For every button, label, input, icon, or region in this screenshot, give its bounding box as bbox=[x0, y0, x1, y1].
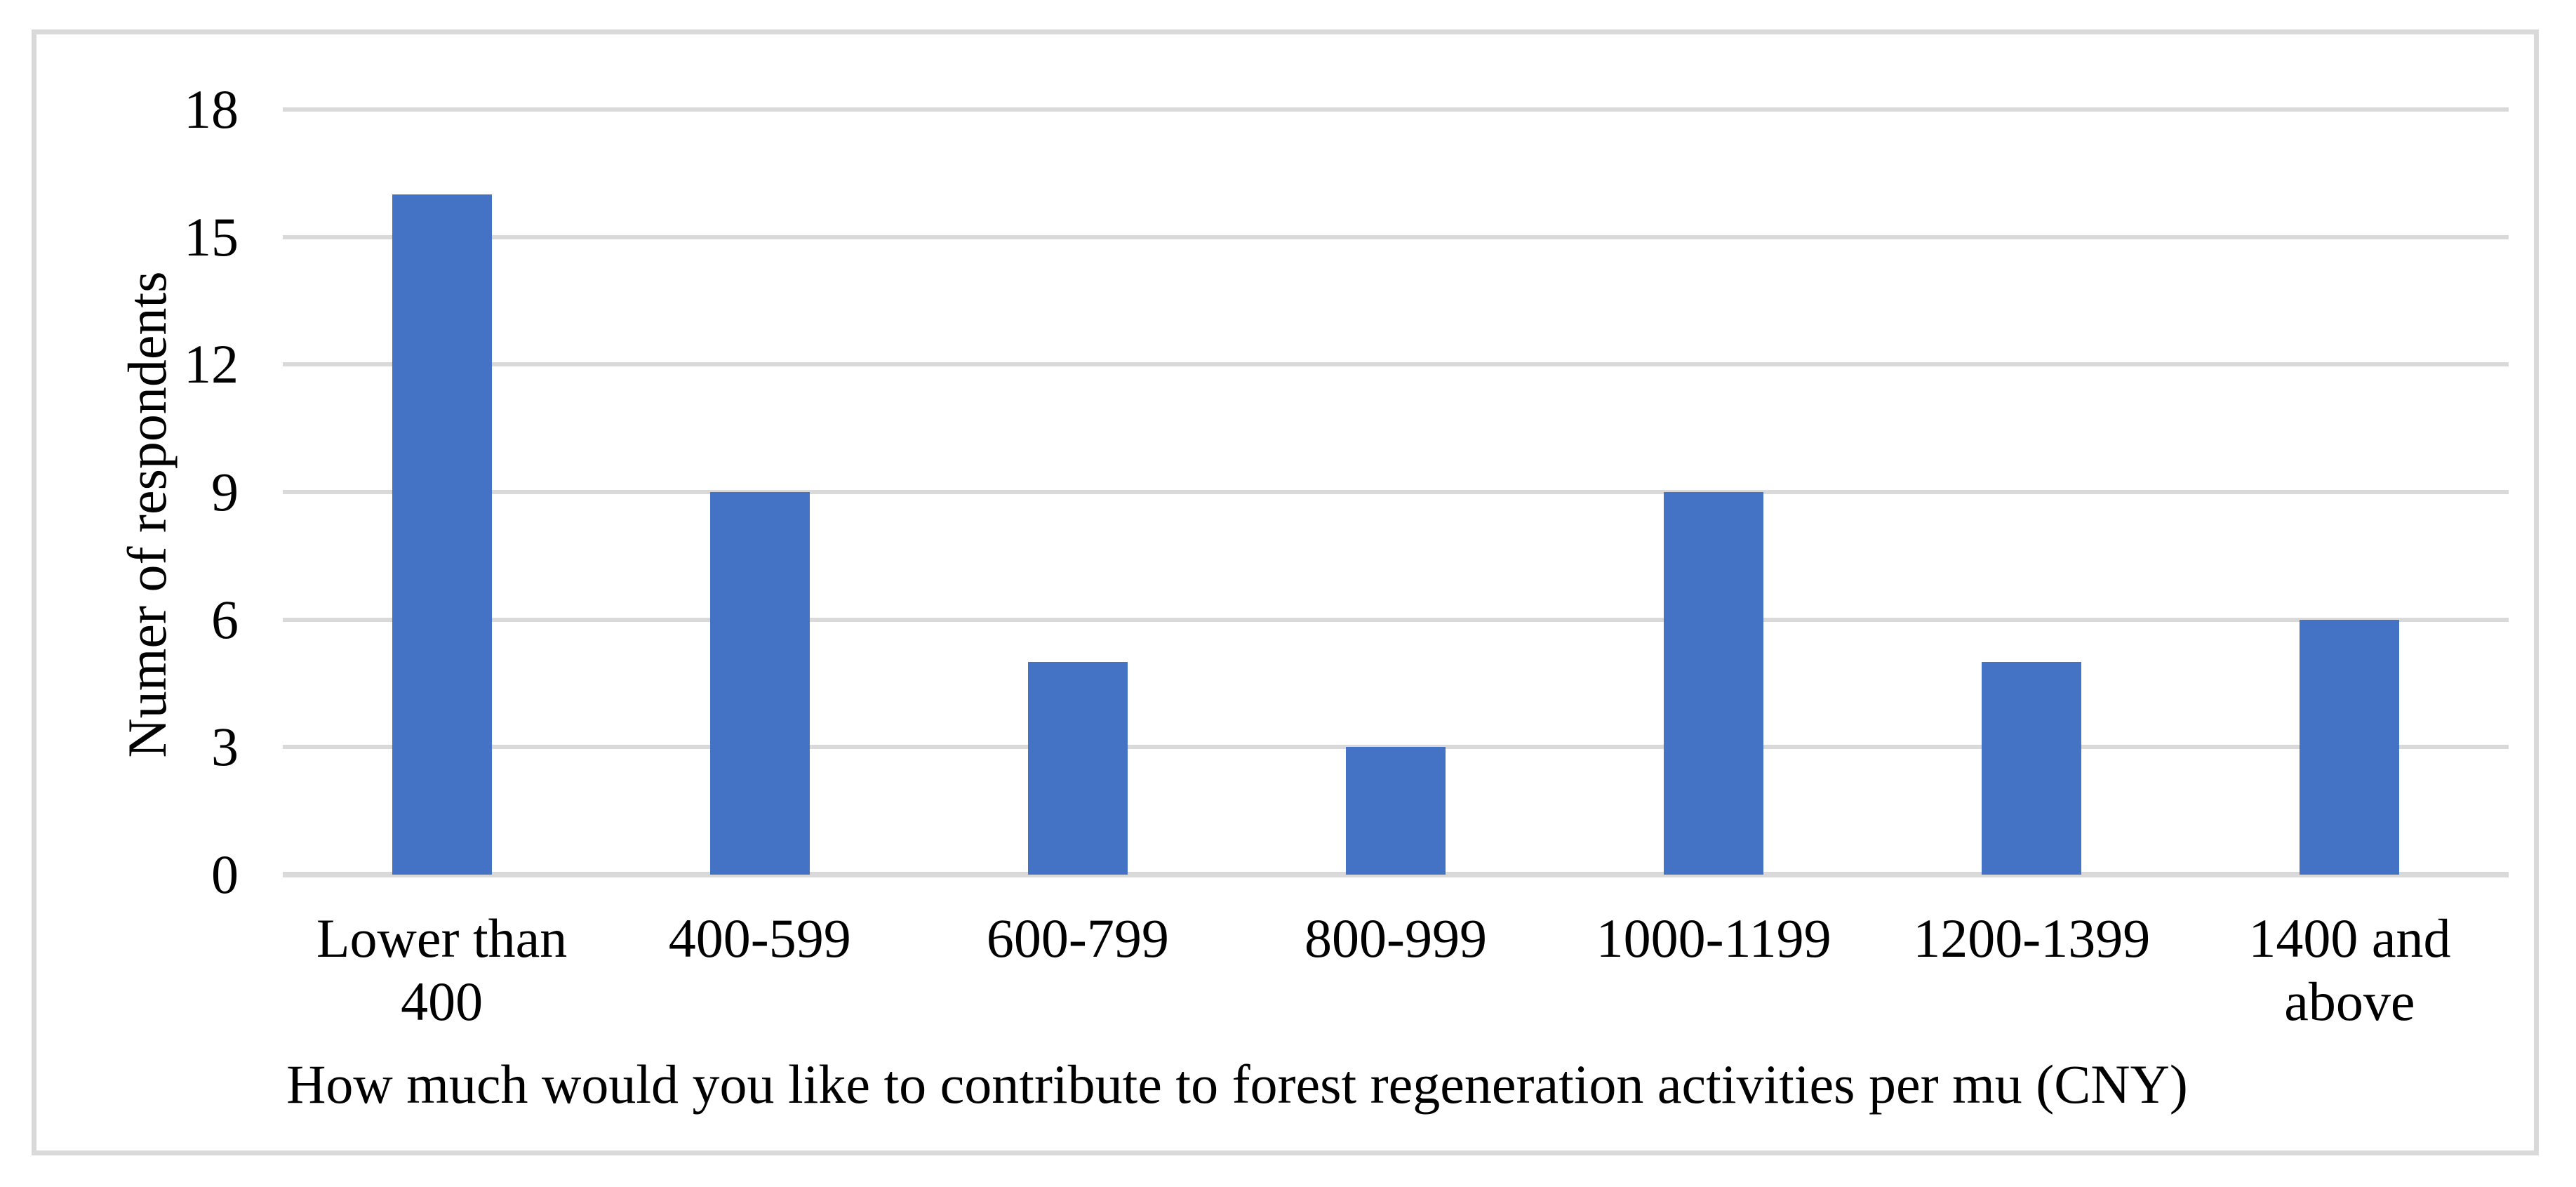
bar-1400-and-above bbox=[2300, 619, 2400, 875]
horizontal-gridline bbox=[283, 362, 2509, 367]
y-tick-label: 3 bbox=[211, 716, 239, 778]
x-category-label: 600-799 bbox=[986, 908, 1169, 969]
bar-400-599 bbox=[709, 492, 810, 875]
horizontal-gridline bbox=[283, 234, 2509, 239]
horizontal-gridline bbox=[283, 617, 2509, 622]
bar-800-999 bbox=[1346, 747, 1446, 875]
x-axis-line bbox=[283, 872, 2509, 877]
y-tick-label: 9 bbox=[211, 461, 239, 522]
horizontal-gridline bbox=[283, 107, 2509, 112]
horizontal-gridline bbox=[283, 490, 2509, 494]
bar-lower-than-400 bbox=[392, 194, 492, 875]
y-tick-label: 0 bbox=[211, 844, 239, 905]
y-axis-title: Numer of respondents bbox=[116, 271, 178, 758]
bar-600-799 bbox=[1027, 662, 1128, 875]
bar-1000-1199 bbox=[1664, 492, 1764, 875]
x-category-label: 800-999 bbox=[1304, 908, 1487, 969]
x-category-label: 1400 and above bbox=[2248, 908, 2451, 1032]
y-tick-label: 15 bbox=[184, 206, 239, 267]
bar-1200-1399 bbox=[1982, 662, 2082, 875]
y-tick-label: 18 bbox=[184, 79, 239, 140]
y-tick-label: 6 bbox=[211, 588, 239, 650]
x-category-label: 1200-1399 bbox=[1913, 908, 2151, 969]
x-category-label: Lower than 400 bbox=[316, 908, 568, 1032]
x-axis-title: How much would you like to contribute to… bbox=[286, 1054, 2188, 1115]
x-category-label: 1000-1199 bbox=[1596, 908, 1831, 969]
x-category-label: 400-599 bbox=[668, 908, 851, 969]
y-tick-label: 12 bbox=[184, 333, 239, 395]
